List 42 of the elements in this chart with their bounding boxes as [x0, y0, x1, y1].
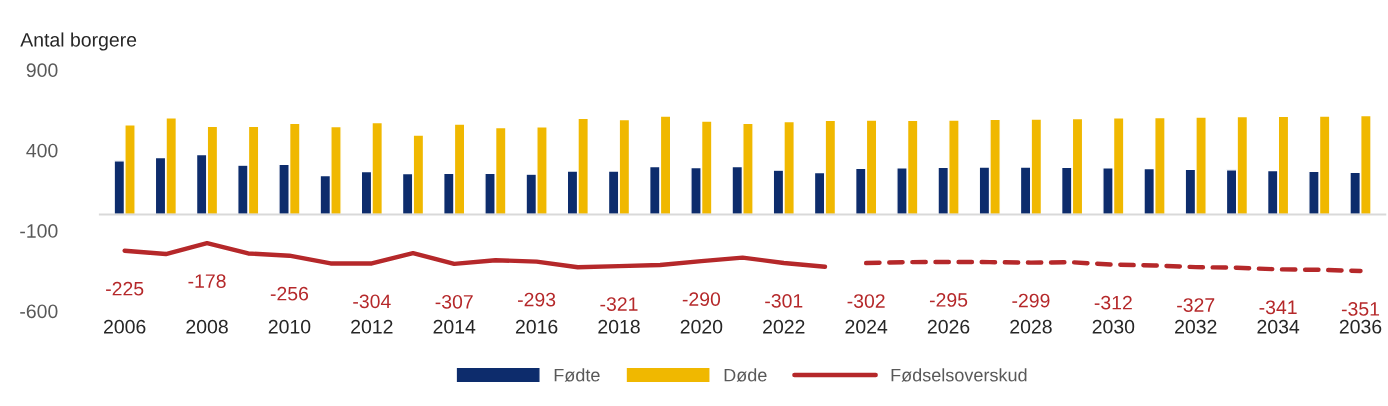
- data-label: -304: [353, 294, 391, 309]
- x-tick-label: 2018: [598, 319, 640, 334]
- line-series: [122, 240, 828, 270]
- y-tick-label: -100: [20, 224, 58, 238]
- data-label: -295: [929, 293, 968, 307]
- data-label: -341: [1259, 300, 1297, 315]
- data-label: -312: [1094, 295, 1132, 310]
- data-label: -307: [435, 294, 473, 309]
- y-tick-label: 900: [26, 63, 58, 78]
- data-label: -321: [600, 297, 638, 311]
- x-tick-label: 2022: [763, 319, 805, 334]
- x-tick-label: 2026: [927, 319, 970, 334]
- data-label: -301: [765, 293, 803, 308]
- data-label: -351: [1341, 302, 1380, 316]
- data-label: -327: [1177, 298, 1215, 312]
- data-label: -256: [270, 286, 309, 301]
- x-tick-label: 2010: [268, 319, 311, 334]
- y-tick-label: -600: [20, 304, 58, 319]
- x-tick-label: 2032: [1175, 319, 1217, 334]
- data-label: -299: [1012, 293, 1050, 308]
- legend-label: Fødte: [554, 368, 600, 382]
- x-tick-label: 2036: [1339, 319, 1382, 334]
- x-tick-label: 2006: [104, 319, 146, 334]
- line-series: [863, 259, 1363, 274]
- legend-label: Døde: [724, 368, 767, 382]
- x-tick-label: 2028: [1010, 319, 1052, 334]
- data-label: -290: [682, 292, 721, 306]
- data-label: -178: [188, 274, 226, 288]
- x-tick-label: 2014: [433, 319, 476, 334]
- data-label: -225: [106, 281, 144, 296]
- x-tick-label: 2020: [680, 319, 723, 334]
- x-tick-label: 2024: [845, 319, 888, 334]
- y-axis-title: Antal borgere: [20, 32, 137, 51]
- data-label: -302: [847, 294, 885, 308]
- y-tick-label: 400: [26, 143, 58, 158]
- x-tick-label: 2012: [351, 319, 393, 334]
- x-tick-label: 2030: [1092, 319, 1135, 334]
- x-tick-label: 2008: [186, 319, 228, 334]
- x-tick-label: 2034: [1257, 319, 1300, 334]
- legend-label: Fødselsoverskud: [891, 368, 1027, 382]
- data-label: -293: [518, 292, 556, 307]
- x-tick-label: 2016: [515, 319, 558, 334]
